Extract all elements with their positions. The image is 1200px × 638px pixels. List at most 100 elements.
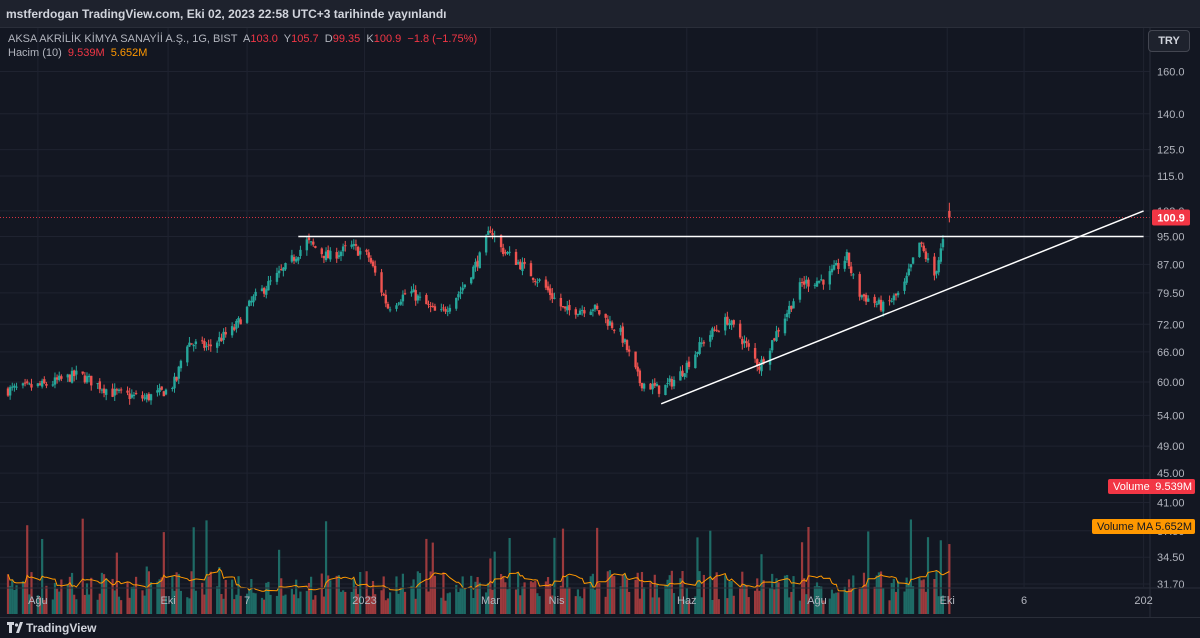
candle-body	[427, 304, 430, 306]
footer-brand[interactable]: TradingView	[26, 621, 97, 635]
candle-body	[534, 280, 537, 282]
candle-body	[134, 393, 138, 395]
volume-bar	[685, 588, 688, 614]
candle-body	[85, 376, 89, 383]
volume-bar	[754, 590, 757, 614]
candle-body	[583, 310, 586, 314]
volume-bar	[425, 538, 428, 614]
candle-body	[745, 341, 748, 344]
volume-bar	[724, 575, 727, 614]
candle-body	[412, 289, 415, 293]
volume-bar	[672, 593, 676, 614]
candle-body	[403, 293, 407, 295]
candle-body	[30, 384, 33, 388]
volume-bar	[924, 591, 927, 614]
candle-body	[849, 266, 853, 274]
volume-bar	[245, 593, 249, 614]
candle-body	[87, 375, 91, 378]
volume-bar	[519, 595, 522, 614]
candle-body	[875, 303, 878, 305]
volume-bar	[162, 532, 165, 614]
volume-bar	[610, 574, 614, 614]
volume-bar	[679, 578, 682, 614]
volume-bar	[305, 590, 308, 614]
chart-pane[interactable]: 160.0 140.0 125.0 115.0 103.0 95.00 87.00 79.50…	[0, 28, 1200, 617]
candle-body	[28, 383, 31, 385]
candle-body	[610, 322, 614, 329]
volume-bar	[13, 590, 16, 614]
candle-body	[230, 326, 234, 336]
volume-bar	[485, 592, 488, 614]
volume-bar	[544, 581, 548, 614]
candle-body	[790, 305, 793, 310]
candle-body	[544, 279, 548, 288]
candle-body	[265, 289, 268, 295]
open-label: A	[242, 33, 251, 45]
volume-bar	[194, 590, 197, 614]
candle-body	[158, 387, 161, 393]
candle-body	[683, 373, 686, 377]
candle-body	[546, 286, 550, 291]
volume-bar	[843, 586, 846, 614]
currency-button[interactable]: TRY	[1148, 30, 1190, 52]
candle-body	[410, 291, 413, 294]
volume-bar	[651, 597, 654, 614]
y-tick-label: 60.00	[1157, 377, 1185, 389]
candle-body	[711, 328, 714, 337]
candle-body	[747, 343, 750, 347]
candle-body	[11, 386, 14, 388]
candle-body	[935, 271, 938, 274]
candle-body	[879, 299, 883, 311]
volume-bar	[222, 598, 225, 614]
candle-body	[894, 293, 898, 296]
ascending-trendline[interactable]	[660, 210, 1144, 405]
volume-bar	[536, 593, 539, 614]
candle-body	[566, 306, 569, 311]
last-price-tag	[1152, 209, 1190, 226]
price-chart[interactable]: 160.0 140.0 125.0 115.0 103.0 95.00 87.00 79.50…	[0, 28, 1200, 617]
candle-body	[70, 370, 74, 383]
volume-bar	[850, 587, 853, 614]
volume-bar	[933, 579, 936, 614]
candle-body	[858, 274, 861, 297]
candle-body	[60, 376, 63, 379]
volume-bar	[203, 594, 206, 614]
volume-bar	[224, 579, 227, 614]
volume-bar	[6, 574, 10, 614]
candle-body	[521, 262, 524, 272]
volume-bar	[783, 575, 787, 614]
candle-body	[832, 265, 836, 270]
candle-body	[608, 321, 612, 326]
candle-body	[873, 296, 876, 304]
y-tick-label: 34.50	[1157, 552, 1185, 564]
volume-study-label[interactable]: Hacim (10)	[8, 47, 62, 59]
candle-body	[591, 309, 595, 311]
volume-bar	[352, 578, 355, 614]
candle-body	[344, 245, 347, 247]
volume-bar	[768, 587, 772, 614]
candle-body	[864, 294, 868, 302]
candle-body	[499, 235, 503, 248]
candle-body	[478, 252, 481, 269]
volume-bar	[491, 589, 494, 614]
volume-bar	[640, 571, 644, 614]
symbol-title[interactable]: AKSA AKRİLİK KİMYA SANAYİİ A.Ş., 1G, BIS…	[8, 33, 238, 45]
candle-body	[531, 277, 535, 280]
volume-bar	[882, 587, 885, 614]
candle-body	[339, 251, 343, 256]
price-axis-bg[interactable]	[1150, 28, 1200, 617]
volume-bar	[476, 577, 479, 614]
volume-bar	[384, 600, 387, 614]
candle-body	[335, 252, 338, 259]
candle-body	[760, 359, 763, 372]
volume-bar	[310, 576, 313, 614]
candle-body	[948, 210, 951, 218]
volume-bar	[45, 585, 48, 614]
candle-body	[657, 385, 661, 394]
volume-bar	[529, 581, 533, 614]
candle-body	[491, 232, 494, 236]
volume-bar	[344, 591, 347, 614]
volume-bar	[149, 582, 153, 614]
candle-body	[937, 260, 940, 273]
candle-body	[36, 383, 40, 387]
